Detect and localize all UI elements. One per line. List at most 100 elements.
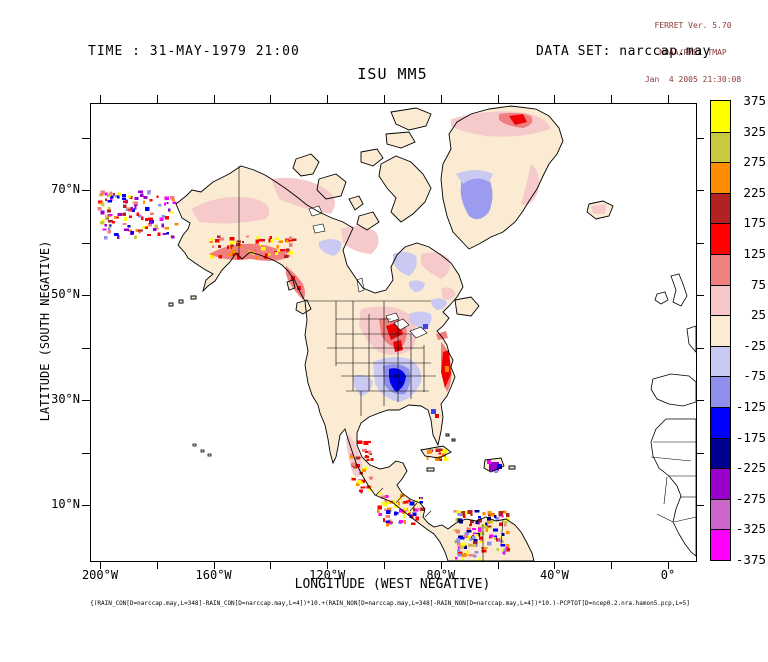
time-label: TIME : 31-MAY-1979 21:00 bbox=[88, 44, 300, 59]
axis-tick bbox=[498, 561, 499, 569]
axis-tick bbox=[100, 95, 101, 103]
colorbar-swatch bbox=[711, 315, 730, 346]
dataset-label: DATA SET: narccap.may bbox=[536, 44, 711, 59]
colorbar-swatch bbox=[711, 468, 730, 499]
axis-tick bbox=[498, 95, 499, 103]
colorbar-label: -125 bbox=[735, 399, 766, 414]
axis-tick bbox=[100, 561, 101, 569]
y-tick-label: 50°N bbox=[51, 287, 80, 301]
axis-tick bbox=[696, 400, 704, 401]
colorbar-swatch bbox=[711, 131, 730, 163]
colorbar-swatch bbox=[711, 345, 730, 377]
axis-tick bbox=[441, 95, 442, 103]
axis-tick bbox=[696, 190, 704, 191]
hispaniola-negative-blob bbox=[487, 460, 502, 473]
colorbar-swatch bbox=[711, 376, 730, 407]
colorbar-label: -225 bbox=[735, 460, 766, 476]
x-tick-label: 0° bbox=[660, 568, 676, 582]
axis-tick bbox=[270, 561, 271, 569]
x-tick-label: 80°W bbox=[426, 568, 456, 582]
axis-tick bbox=[696, 243, 704, 244]
axis-tick bbox=[214, 95, 215, 103]
colorbar bbox=[710, 100, 731, 561]
axis-tick bbox=[82, 505, 90, 506]
x-tick-label: 160°W bbox=[195, 568, 232, 582]
map-plot-area bbox=[90, 103, 697, 562]
plot-title: ISU MM5 bbox=[357, 65, 428, 83]
ferret-version-text: FERRET Ver. 5.70 bbox=[654, 21, 732, 30]
colorbar-label: 125 bbox=[743, 246, 766, 261]
colorbar-swatch bbox=[711, 192, 730, 224]
y-tick-label: 70°N bbox=[51, 182, 80, 196]
ferret-timestamp-text: Jan 4 2005 21:30:08 bbox=[644, 75, 742, 84]
data-expression: {(RAIN_CON[D=narccap.may,L=348]-RAIN_CON… bbox=[90, 600, 690, 607]
axis-tick bbox=[611, 561, 612, 569]
axis-tick bbox=[384, 561, 385, 569]
axis-tick bbox=[696, 138, 704, 139]
axis-tick bbox=[82, 190, 90, 191]
axis-tick bbox=[82, 400, 90, 401]
axis-tick bbox=[82, 243, 90, 244]
axis-tick bbox=[696, 453, 704, 454]
colorbar-swatch bbox=[711, 406, 730, 438]
axis-tick bbox=[82, 453, 90, 454]
colorbar-swatch bbox=[711, 284, 730, 316]
axis-tick bbox=[441, 561, 442, 569]
state-borders bbox=[238, 166, 504, 561]
axis-tick bbox=[82, 348, 90, 349]
outline-france-edge bbox=[686, 325, 696, 353]
axis-tick bbox=[270, 95, 271, 103]
x-axis-title: LONGITUDE (WEST NEGATIVE) bbox=[294, 577, 491, 592]
colorbar-label: 275 bbox=[743, 154, 766, 170]
colorbar-label: 225 bbox=[743, 184, 766, 200]
x-tick-label: 40°W bbox=[539, 568, 569, 582]
colorbar-label: 175 bbox=[743, 215, 766, 231]
axis-tick bbox=[214, 561, 215, 569]
axis-tick bbox=[157, 95, 158, 103]
axis-tick bbox=[384, 95, 385, 103]
noise-region-bering-chukotka bbox=[97, 190, 179, 240]
europe-africa-outlines bbox=[650, 273, 696, 557]
outline-ireland bbox=[654, 291, 669, 305]
x-tick-label: 120°W bbox=[309, 568, 346, 582]
hawaii-island-marks bbox=[192, 443, 212, 457]
axis-tick bbox=[696, 348, 704, 349]
colorbar-swatch bbox=[711, 253, 730, 285]
axis-tick bbox=[82, 138, 90, 139]
outline-great-britain bbox=[670, 273, 688, 307]
colorbar-label: 375 bbox=[743, 93, 766, 108]
axis-tick bbox=[554, 95, 555, 103]
axis-tick bbox=[157, 561, 158, 569]
africa-country-borders bbox=[650, 441, 696, 523]
colorbar-label: -325 bbox=[735, 521, 766, 537]
noise-pixels-layer bbox=[97, 190, 510, 561]
axis-tick bbox=[327, 561, 328, 569]
map-canvas bbox=[91, 104, 696, 561]
axis-tick bbox=[611, 95, 612, 103]
outline-africa bbox=[650, 418, 696, 557]
colorbar-swatch bbox=[711, 498, 730, 530]
axis-tick bbox=[668, 95, 669, 103]
axis-tick bbox=[327, 95, 328, 103]
colorbar-swatch bbox=[711, 437, 730, 469]
colorbar-label: -75 bbox=[743, 368, 766, 384]
colorbar-label: -375 bbox=[735, 552, 766, 567]
colorbar-label: -275 bbox=[735, 490, 766, 506]
colorbar-swatch bbox=[711, 223, 730, 254]
y-tick-label: 30°N bbox=[51, 392, 80, 406]
colorbar-swatch bbox=[711, 101, 730, 132]
colorbar-label: -175 bbox=[735, 429, 766, 445]
colorbar-swatch bbox=[711, 529, 730, 560]
axis-tick bbox=[554, 561, 555, 569]
outline-iberia bbox=[650, 373, 696, 407]
axis-tick bbox=[668, 561, 669, 569]
ferret-org-text: NOAA/PMEL TMAP bbox=[659, 48, 727, 57]
y-tick-label: 10°N bbox=[51, 497, 80, 511]
colorbar-label: 75 bbox=[750, 276, 766, 292]
colorbar-label: -25 bbox=[743, 337, 766, 353]
axis-tick bbox=[82, 295, 90, 296]
axis-tick bbox=[696, 295, 704, 296]
colorbar-label: 25 bbox=[750, 307, 766, 323]
colorbar-label: 325 bbox=[743, 123, 766, 139]
